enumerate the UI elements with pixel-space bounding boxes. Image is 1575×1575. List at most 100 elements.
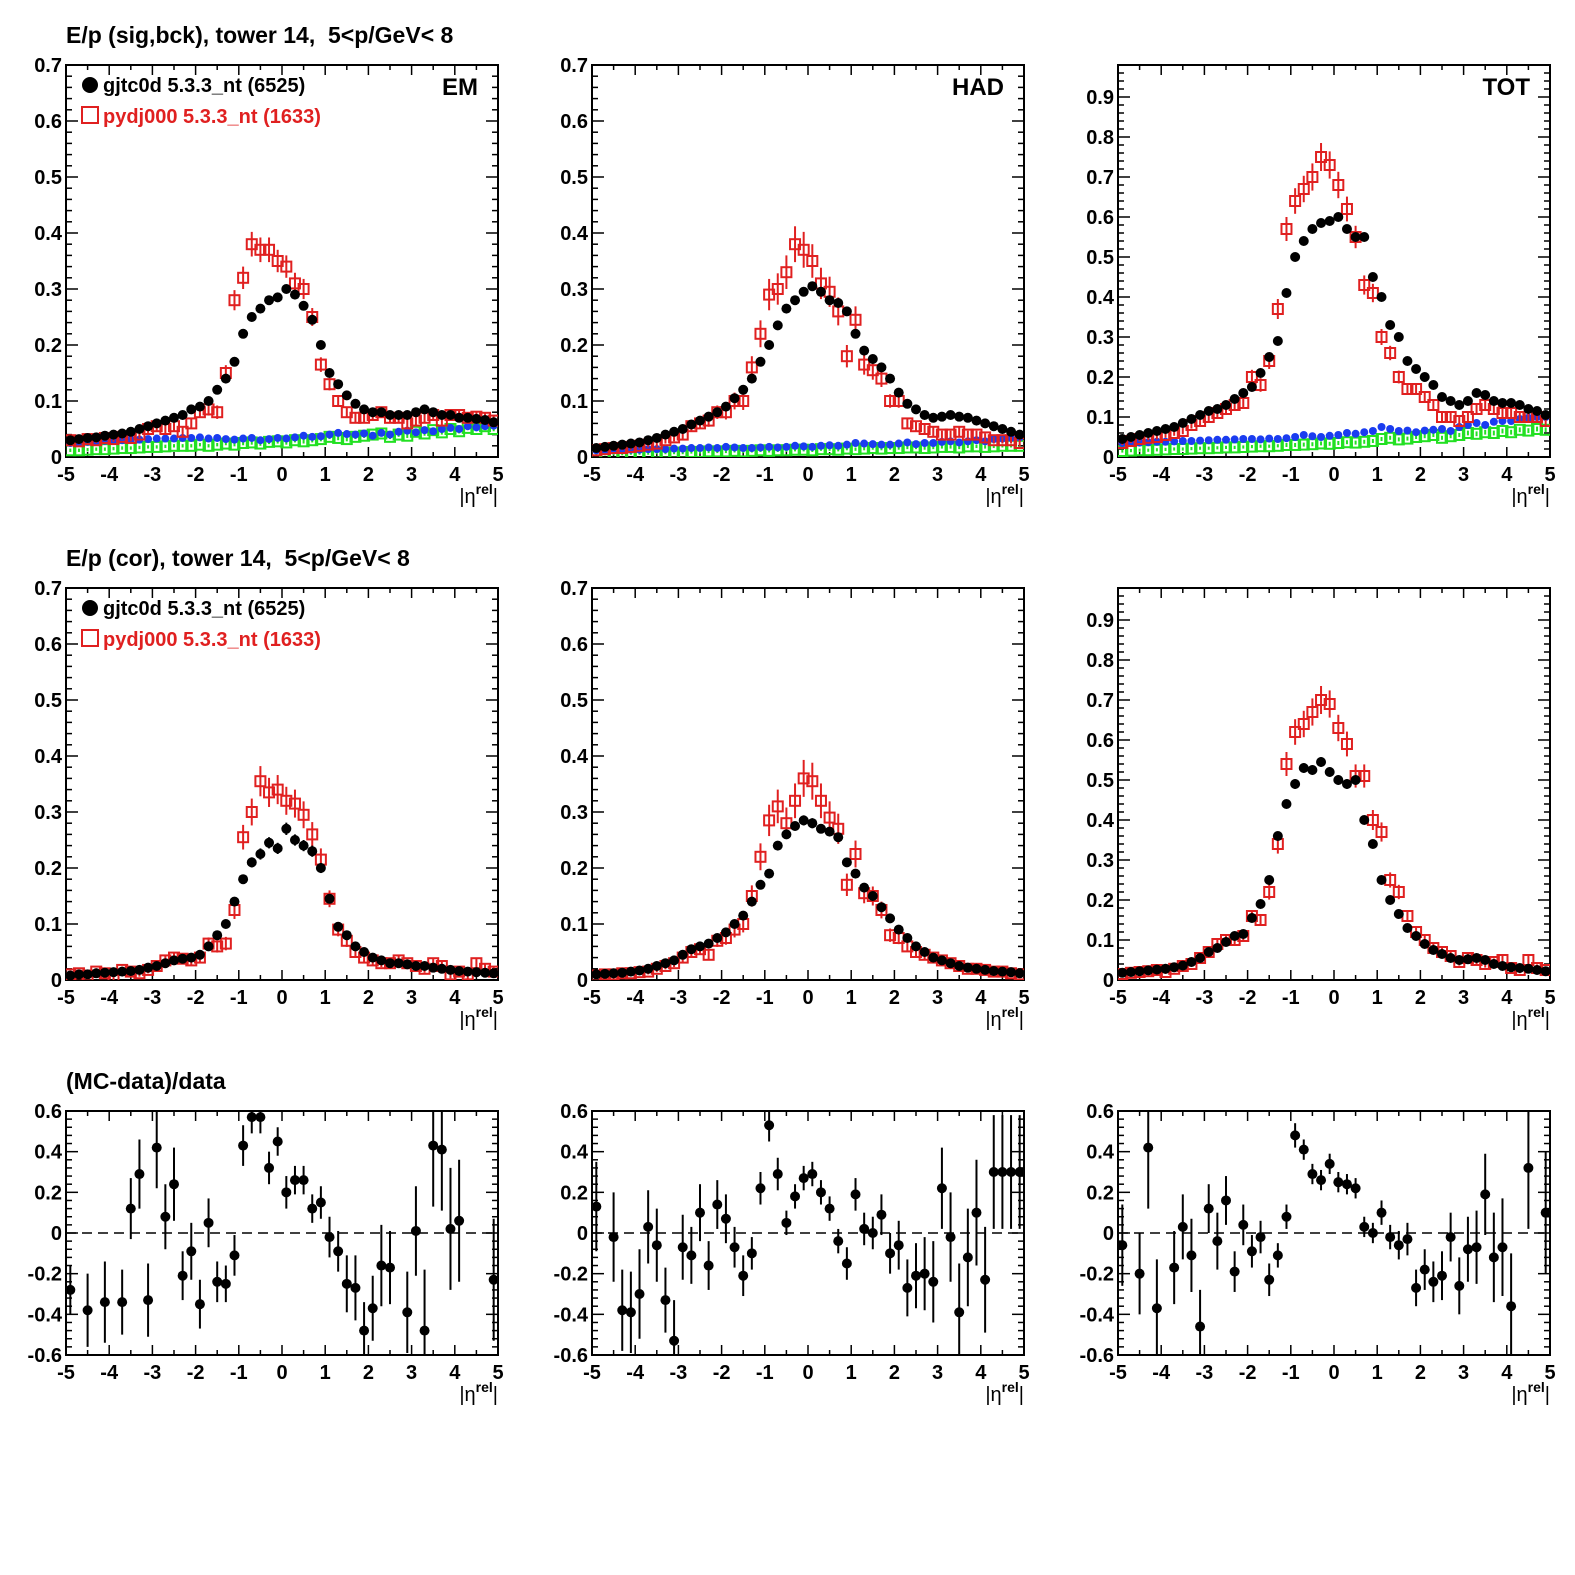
- data-point: [1014, 1167, 1024, 1177]
- x-tick-label: -4: [1152, 464, 1171, 486]
- data-point: [729, 393, 740, 404]
- data-point: [661, 445, 670, 454]
- x-tick-label: 5: [1544, 987, 1555, 1009]
- data-point: [738, 384, 749, 395]
- data-point: [1488, 1252, 1499, 1263]
- x-tick-label: 5: [1018, 464, 1029, 486]
- data-point: [824, 826, 835, 837]
- data-point: [954, 961, 965, 971]
- data-point: [833, 298, 844, 308]
- data-point: [807, 281, 818, 292]
- data-point: [790, 295, 801, 306]
- x-tick-label: 4: [449, 464, 461, 486]
- y-tick-label: 0.6: [560, 111, 588, 133]
- data-point: [462, 966, 473, 977]
- data-point: [643, 963, 654, 974]
- data-point: [1316, 757, 1327, 767]
- data-point: [385, 958, 395, 969]
- x-axis-label: |ηrel|: [459, 481, 498, 508]
- data-point: [246, 857, 257, 868]
- data-point: [755, 356, 766, 367]
- x-tick-label: -4: [100, 1362, 119, 1384]
- data-point: [806, 775, 819, 788]
- data-point: [394, 427, 403, 436]
- series-layer: [1118, 686, 1550, 980]
- data-point: [1178, 437, 1187, 445]
- data-point: [359, 404, 370, 415]
- data-point: [368, 431, 377, 440]
- y-tick-label: 0.2: [34, 858, 62, 880]
- data-point: [1186, 957, 1197, 967]
- data-point: [772, 1169, 783, 1180]
- data-point: [1513, 411, 1526, 423]
- data-point: [169, 955, 179, 966]
- data-point: [1299, 431, 1308, 439]
- data-point: [1212, 404, 1223, 414]
- data-point: [772, 840, 783, 851]
- data-point: [220, 1278, 231, 1289]
- data-point: [772, 320, 783, 331]
- data-point: [186, 404, 197, 415]
- y-tick-label: 0.7: [1086, 167, 1114, 189]
- data-point: [1393, 909, 1404, 919]
- data-point: [1118, 434, 1128, 444]
- data-point: [1497, 961, 1508, 971]
- data-point: [842, 440, 851, 449]
- y-tick-label: 0.4: [1086, 287, 1115, 309]
- data-point: [884, 929, 897, 942]
- panel-ratio_em: -5 -4 -3 -2 -1 0 1 2 3 4 5 -0.6 -0.4 -0.2 0 0.2 0.4 0.6 |η…: [28, 1101, 504, 1406]
- data-point: [911, 404, 921, 415]
- data-point: [195, 433, 204, 442]
- data-point: [1385, 1232, 1396, 1243]
- data-point: [143, 962, 154, 973]
- data-point: [186, 952, 197, 963]
- data-point: [884, 395, 897, 407]
- data-point: [376, 1260, 387, 1271]
- data-point: [1366, 435, 1379, 447]
- data-point: [117, 1297, 128, 1308]
- data-point: [117, 428, 128, 439]
- y-tick-label: -0.2: [554, 1264, 588, 1286]
- data-point: [272, 292, 283, 303]
- data-point: [1230, 435, 1239, 444]
- data-point: [789, 794, 802, 807]
- y-tick-label: 0.6: [34, 111, 62, 133]
- data-point: [91, 968, 102, 979]
- data-point: [463, 422, 472, 431]
- data-point: [877, 440, 886, 449]
- plot-frame: [1117, 587, 1551, 981]
- x-tick-label: 0: [802, 464, 813, 486]
- data-point: [256, 436, 265, 445]
- series-layer: [592, 1111, 1024, 1355]
- data-point: [1480, 390, 1491, 400]
- data-point: [471, 967, 482, 978]
- data-point: [1255, 368, 1266, 378]
- row-title-cor: E/p (cor), tower 14, 5<p/GeV< 8: [66, 545, 410, 571]
- x-tick-label: 0: [802, 987, 813, 1009]
- data-point: [677, 1242, 688, 1253]
- data-point: [970, 428, 983, 441]
- data-point: [298, 300, 309, 311]
- data-point: [454, 412, 465, 423]
- series-data: [66, 822, 498, 980]
- data-point: [910, 420, 922, 433]
- data-point: [625, 438, 636, 449]
- data-point: [1238, 929, 1249, 939]
- data-point: [367, 952, 378, 963]
- data-point: [213, 433, 222, 442]
- data-point: [592, 443, 602, 454]
- data-point: [204, 434, 213, 443]
- x-tick-label: 2: [889, 987, 900, 1009]
- data-point: [350, 941, 361, 952]
- data-point: [341, 1278, 352, 1289]
- data-point: [307, 1203, 318, 1214]
- x-tick-label: -3: [1196, 464, 1214, 486]
- x-tick-label: -5: [583, 1362, 601, 1384]
- data-point: [289, 835, 300, 845]
- x-tick-label: -2: [713, 464, 731, 486]
- data-point: [746, 896, 757, 907]
- data-point: [791, 441, 800, 450]
- data-point: [1522, 424, 1535, 437]
- data-point: [928, 412, 939, 423]
- data-point: [264, 837, 275, 848]
